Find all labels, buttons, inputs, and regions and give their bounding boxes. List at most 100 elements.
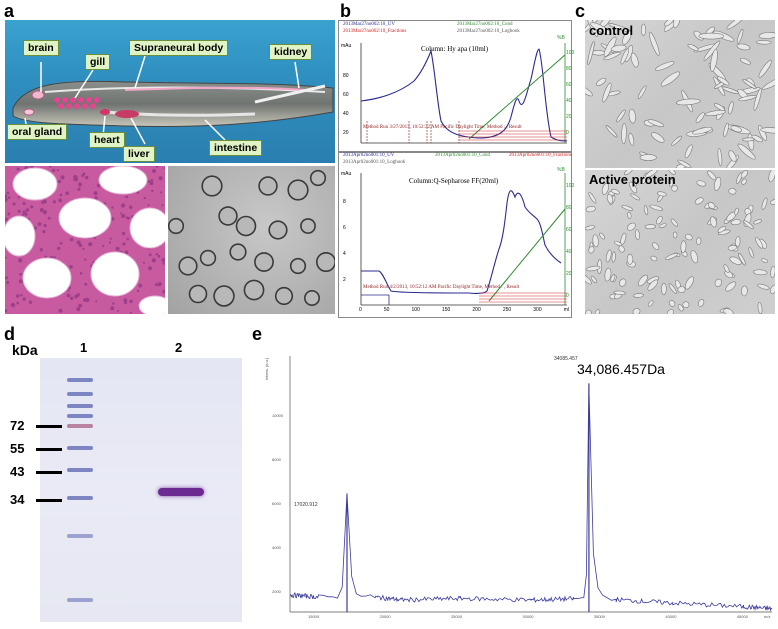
cultured-cell <box>717 147 723 167</box>
ladder-band <box>67 404 93 408</box>
cultured-cell <box>604 267 612 282</box>
lamprey-anatomy-image: brain gill Supraneural body kidney oral … <box>5 20 335 163</box>
cultured-cell <box>695 112 705 124</box>
cultured-cell <box>684 144 693 159</box>
marker-34-tick <box>36 499 62 502</box>
cultured-cell <box>637 85 647 100</box>
cultured-cell <box>692 126 713 135</box>
marker-72-tick <box>36 425 62 428</box>
chromatogram-2-plot <box>360 173 567 306</box>
chrom1-ytick-right: 20 <box>566 114 572 120</box>
cultured-cell <box>621 123 627 145</box>
cultured-cell <box>659 223 667 229</box>
cultured-cell <box>714 103 725 111</box>
cultured-cell <box>640 23 647 36</box>
chrom2-xtick: 150 <box>441 307 451 313</box>
cultured-cell <box>647 279 659 291</box>
cultured-cell <box>647 300 654 307</box>
cultured-cell <box>717 226 727 233</box>
panel-letter-d: d <box>4 324 15 344</box>
chrom1-unit-left: mAu <box>341 43 352 49</box>
cultured-cell <box>742 78 757 90</box>
chrom1-legend-cond: 2013Mar27no002:10_Cond <box>457 22 513 27</box>
marker-72-label: 72 <box>10 418 25 433</box>
cultured-cell <box>671 135 683 146</box>
cultured-cell <box>630 52 639 68</box>
cultured-cell <box>599 232 606 240</box>
cultured-cell <box>753 88 762 111</box>
control-label: control <box>589 23 634 38</box>
label-heart: heart <box>89 132 125 148</box>
cultured-cell <box>723 264 730 273</box>
cultured-cell <box>730 219 742 226</box>
chrom2-xtick: 200 <box>472 307 481 313</box>
marker-55-tick <box>36 448 62 451</box>
cultured-cell <box>728 188 737 195</box>
chrom1-unit-right: %B <box>557 35 565 41</box>
cultured-cell <box>725 281 737 292</box>
cell <box>229 243 247 261</box>
label-intestine: intestine <box>209 140 263 156</box>
cell <box>289 257 307 275</box>
cultured-cell <box>637 274 648 287</box>
ladder-band-43 <box>67 468 93 472</box>
cell <box>309 169 327 187</box>
cultured-cell <box>714 278 722 287</box>
chrom1-legend-logbook: 2013Mar27no002:10_Logbook <box>457 29 520 34</box>
cultured-cell <box>588 192 597 204</box>
chrom2-ytick: 8 <box>343 199 346 205</box>
ms-spectrum-line <box>289 383 772 612</box>
cultured-cell <box>709 216 717 228</box>
cell <box>243 279 265 301</box>
cultured-cell <box>651 132 665 143</box>
chrom2-ytick: 2 <box>343 277 346 283</box>
cultured-cell <box>740 170 749 179</box>
chrom2-ytick: 6 <box>343 225 346 231</box>
chrom2-x-ticks: 0 50 100 150 200 250 300 ml <box>359 307 569 313</box>
panel-letter-a: a <box>4 1 15 21</box>
chrom2-legend-cond: 2013Apr02no001:10_Cond <box>435 153 490 158</box>
cultured-cell <box>756 40 772 45</box>
active-protein-cells-image: Active protein <box>585 170 775 314</box>
label-supraneural-body: Supraneural body <box>129 40 229 56</box>
cultured-cell <box>627 222 636 231</box>
chrom1-ytick-right: 60 <box>566 82 572 88</box>
cultured-cell <box>758 59 772 78</box>
cultured-cell <box>643 205 649 216</box>
cultured-cell <box>736 43 751 51</box>
ms-xtick: 25000 <box>450 614 463 619</box>
ms-xtick: 30000 <box>522 614 534 619</box>
cultured-cell <box>716 76 730 86</box>
sds-page-gel <box>40 358 242 622</box>
cultured-cell <box>723 122 729 138</box>
cultured-cell <box>587 41 595 65</box>
cell <box>178 256 198 276</box>
cultured-cell <box>592 234 599 248</box>
chrom2-legend-fractions: 2013Apr02no001:10_Fractions <box>509 153 572 158</box>
cultured-cell <box>603 51 621 61</box>
cultured-cell <box>601 182 609 195</box>
cultured-cell <box>585 225 596 231</box>
chrom2-ytick-right: 0 <box>566 293 569 299</box>
lane-2-label: 2 <box>175 340 183 355</box>
cultured-cell <box>652 242 660 250</box>
chrom1-legend-fractions: 2013Mar27no002:10_Fractions <box>343 29 407 34</box>
ms-ytick: 10000 <box>272 413 284 418</box>
cultured-cell <box>628 108 636 124</box>
cultured-cell <box>668 300 676 307</box>
cultured-cell <box>684 233 693 241</box>
chrom2-ytick-right: 40 <box>566 249 572 255</box>
cultured-cell <box>611 44 627 52</box>
cultured-cell <box>723 308 734 314</box>
cultured-cell <box>594 309 601 314</box>
chrom2-ytick: 4 <box>343 251 346 257</box>
cultured-cell <box>606 194 614 204</box>
cultured-cell <box>680 240 687 253</box>
cultured-cell <box>645 170 658 178</box>
ladder-band-34 <box>67 496 93 500</box>
cell <box>218 206 238 226</box>
cultured-cell <box>740 57 751 65</box>
chrom1-ytick: 80 <box>343 73 349 79</box>
cultured-cell <box>648 31 660 56</box>
cultured-cell <box>630 193 641 201</box>
